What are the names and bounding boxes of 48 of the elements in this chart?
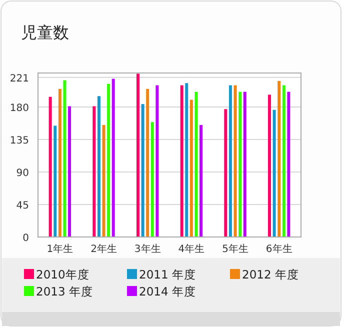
y-tick-label: 45 [16,200,29,212]
x-tick-label: 4年生 [178,243,205,255]
bar [136,74,140,237]
bar [190,100,193,237]
bar [146,88,150,237]
legend-label: 2011 年度 [139,268,196,282]
legend-label: 2012 年度 [242,268,299,282]
y-tick-label: 135 [10,135,29,146]
bar [150,122,154,237]
bar [48,96,52,237]
x-tick-label: 5年生 [222,243,248,255]
y-tick-label: 90 [16,168,29,179]
bar [112,78,115,237]
bar [97,96,100,237]
bar [228,85,232,237]
bar [234,85,237,237]
bar [278,80,281,237]
bar [156,85,159,237]
legend-label: 2014 年度 [139,284,196,298]
bar [272,110,276,237]
bar [180,85,184,237]
bar [54,126,57,237]
y-tick-label: 221 [10,73,29,84]
bar [243,92,246,237]
bar [282,85,286,237]
bar [185,83,188,237]
bar [92,106,96,237]
x-tick-label: 1年生 [46,243,74,255]
x-tick-label: 6年生 [266,243,292,255]
bar [141,104,144,237]
x-tick-label: 3年生 [134,243,161,255]
legend-label: 2010年度 [36,268,90,282]
bar [287,92,290,237]
bar [224,109,228,237]
chart-title: 児童数 [21,23,69,42]
bar [68,106,72,237]
bar [194,92,198,237]
x-tick-label: 2年生 [90,243,117,255]
bar [238,92,242,237]
legend-label: 2013 年度 [36,284,93,298]
bar [107,84,110,237]
bar [58,88,62,237]
bar [102,125,106,237]
bar [200,125,203,237]
bar [268,94,271,237]
y-tick-label: 0 [22,233,29,244]
bar [63,80,66,237]
y-tick-label: 180 [10,102,29,114]
